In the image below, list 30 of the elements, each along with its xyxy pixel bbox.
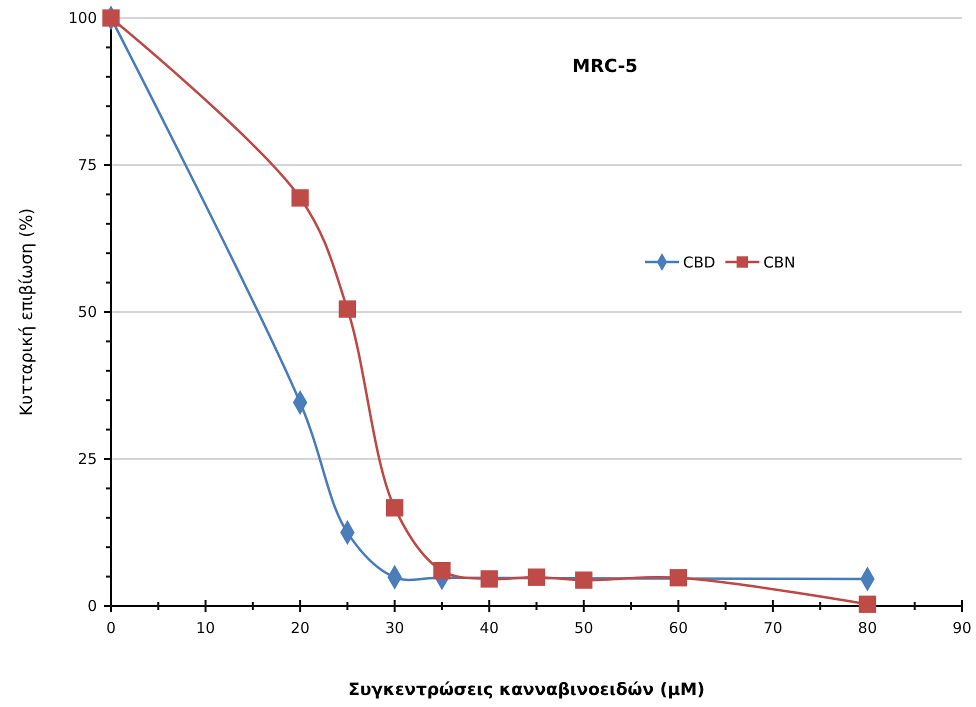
- y-tick-label: 50: [78, 302, 97, 321]
- x-tick-label: 50: [574, 619, 594, 637]
- point: [575, 571, 592, 589]
- point: [433, 562, 451, 580]
- point: [858, 596, 876, 613]
- y-tick-label: 0: [87, 596, 97, 615]
- point: [528, 568, 546, 586]
- x-tick-label: 10: [196, 619, 216, 637]
- legend-label: CBN: [763, 253, 796, 272]
- x-tick-label: 20: [290, 619, 310, 637]
- x-tick-label: 60: [668, 619, 688, 637]
- y-tick-label: 75: [78, 156, 97, 174]
- x-tick-label: 80: [858, 619, 877, 637]
- x-axis-title: Συγκεντρώσεις κανναβινοειδών (μM): [348, 680, 705, 700]
- point: [102, 9, 120, 27]
- x-tick-label: 70: [763, 619, 782, 637]
- y-tick-label: 100: [68, 8, 97, 27]
- x-tick-label: 0: [106, 619, 116, 637]
- x-tick-label: 30: [385, 619, 404, 637]
- x-tick-label: 40: [480, 619, 499, 637]
- y-axis-title: Κυτταρική επιβίωση (%): [17, 208, 37, 416]
- point: [338, 300, 356, 318]
- point: [670, 569, 687, 586]
- point: [291, 189, 309, 207]
- text: MRC-5: [572, 56, 638, 77]
- legend-label: CBD: [683, 253, 716, 272]
- point: [386, 499, 404, 516]
- x-tick-label: 90: [952, 619, 972, 637]
- point: [480, 570, 498, 588]
- y-tick-label: 25: [78, 450, 97, 468]
